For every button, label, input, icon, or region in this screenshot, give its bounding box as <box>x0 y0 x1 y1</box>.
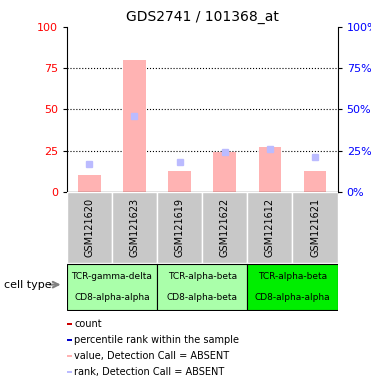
Text: GSM121623: GSM121623 <box>129 198 139 257</box>
Text: TCR-alpha-beta: TCR-alpha-beta <box>168 272 237 281</box>
Bar <box>213 152 236 192</box>
Text: cell type: cell type <box>4 280 51 290</box>
Text: GSM121612: GSM121612 <box>265 198 275 257</box>
Bar <box>112 192 157 263</box>
Bar <box>67 339 72 341</box>
Bar <box>247 192 292 263</box>
Bar <box>157 192 202 263</box>
Bar <box>67 371 72 373</box>
Bar <box>123 60 146 192</box>
Text: TCR-alpha-beta: TCR-alpha-beta <box>258 272 327 281</box>
Text: TCR-gamma-delta: TCR-gamma-delta <box>72 272 152 281</box>
Bar <box>67 355 72 357</box>
Bar <box>67 264 157 310</box>
Bar <box>157 264 247 310</box>
Text: GSM121619: GSM121619 <box>175 198 185 257</box>
Bar <box>304 170 326 192</box>
Bar <box>247 264 338 310</box>
Text: CD8-alpha-alpha: CD8-alpha-alpha <box>74 293 150 302</box>
Text: CD8-alpha-alpha: CD8-alpha-alpha <box>255 293 330 302</box>
Bar <box>67 323 72 325</box>
Text: CD8-alpha-beta: CD8-alpha-beta <box>167 293 238 302</box>
Bar <box>67 192 112 263</box>
Bar <box>168 170 191 192</box>
Text: GSM121621: GSM121621 <box>310 198 320 257</box>
Text: GSM121620: GSM121620 <box>84 198 94 257</box>
Text: percentile rank within the sample: percentile rank within the sample <box>74 335 239 345</box>
Text: count: count <box>74 319 102 329</box>
Title: GDS2741 / 101368_at: GDS2741 / 101368_at <box>126 10 279 25</box>
Text: value, Detection Call = ABSENT: value, Detection Call = ABSENT <box>74 351 229 361</box>
Text: rank, Detection Call = ABSENT: rank, Detection Call = ABSENT <box>74 367 224 377</box>
Bar <box>202 192 247 263</box>
Bar <box>259 147 281 192</box>
Bar <box>292 192 338 263</box>
Bar <box>78 175 101 192</box>
Text: GSM121622: GSM121622 <box>220 198 230 257</box>
